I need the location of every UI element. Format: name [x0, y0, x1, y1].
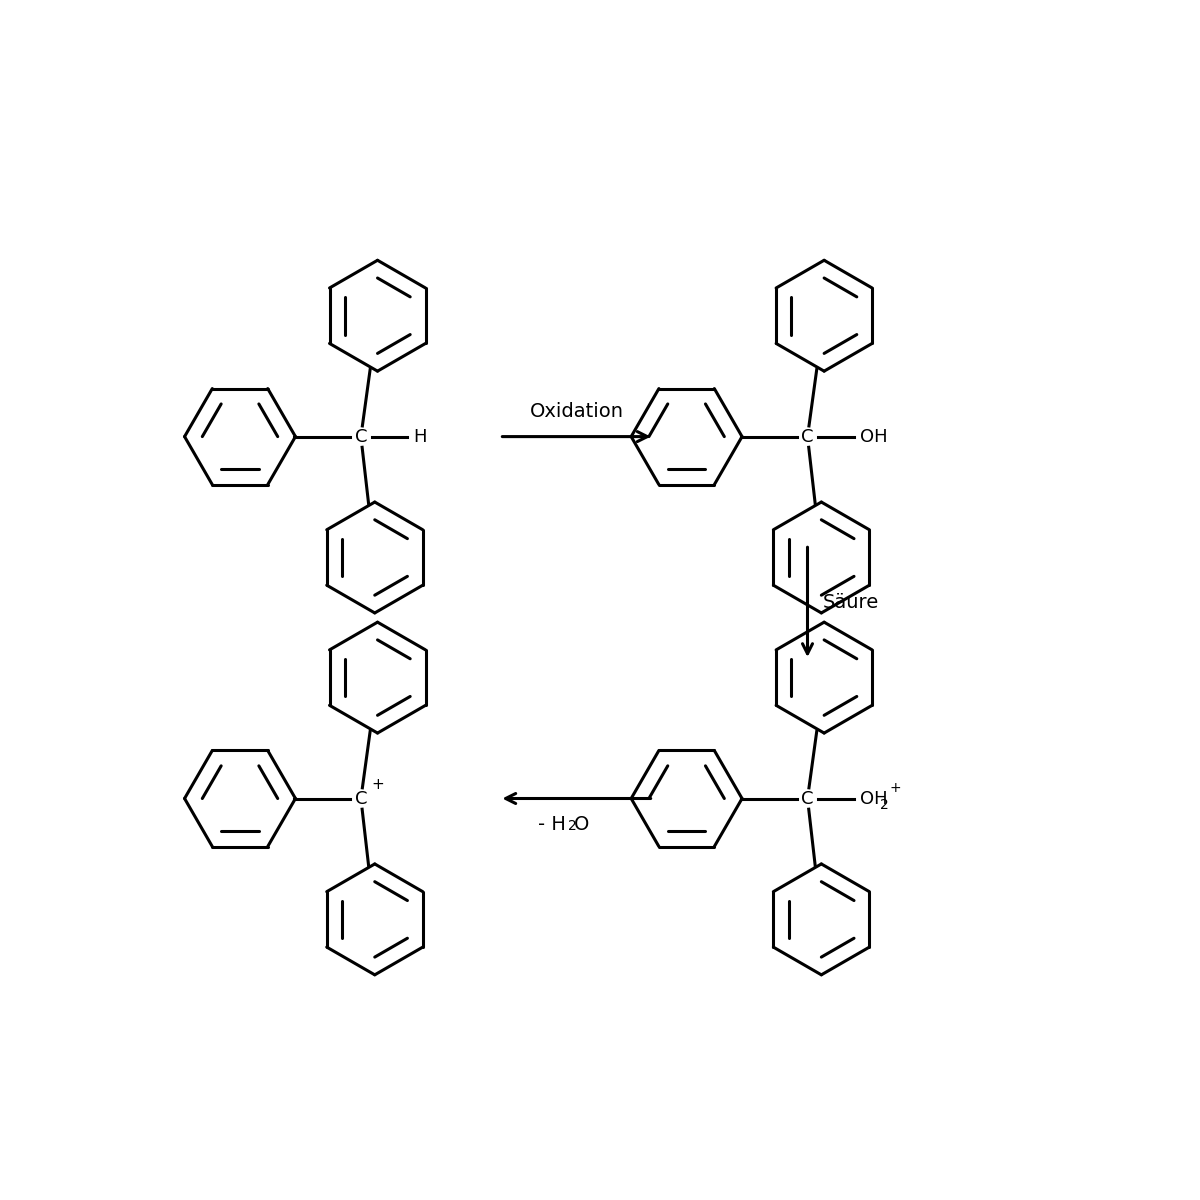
Text: C: C — [355, 427, 367, 445]
Text: OH: OH — [860, 790, 888, 808]
Text: O: O — [574, 816, 589, 834]
Text: Säure: Säure — [823, 593, 880, 612]
Text: +: + — [372, 778, 384, 792]
Text: 2: 2 — [568, 820, 577, 833]
Text: H: H — [413, 427, 427, 445]
Text: C: C — [802, 427, 814, 445]
Text: 2: 2 — [880, 798, 889, 812]
Text: C: C — [355, 790, 367, 808]
Text: OH: OH — [860, 427, 888, 445]
Text: Oxidation: Oxidation — [529, 402, 624, 421]
Text: C: C — [802, 790, 814, 808]
Text: - H: - H — [538, 816, 566, 834]
Text: +: + — [890, 781, 901, 796]
